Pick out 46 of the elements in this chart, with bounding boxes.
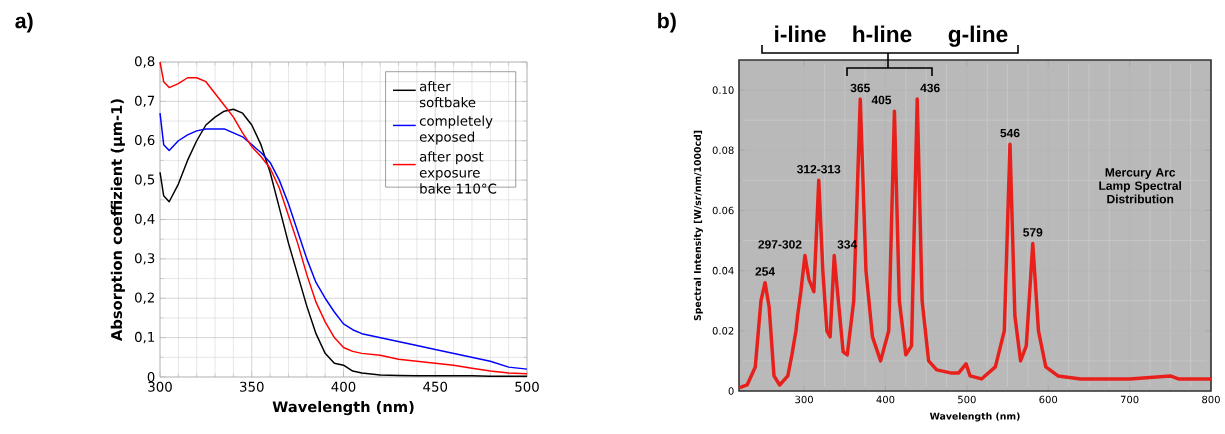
line-series — [737, 97, 1213, 390]
y-tick-label: 0.08 — [712, 146, 734, 155]
y-tick-label: 0.04 — [712, 266, 734, 275]
text: i-line — [775, 25, 826, 43]
y-tick-label: 0.02 — [712, 327, 734, 335]
y-tick-label: 0,2 — [134, 292, 154, 304]
annotation: 436 — [920, 83, 940, 93]
x-tick-label: 800 — [1202, 395, 1220, 404]
x-axis-title: Wavelength (nm) — [929, 412, 1020, 422]
x-tick-label: 300 — [148, 381, 172, 392]
x-tick-label: 450 — [423, 381, 448, 392]
y-tick-label: 0,1 — [134, 331, 155, 344]
x-tick-label: 500 — [958, 395, 976, 404]
y-tick-label: 0.10 — [712, 86, 734, 94]
x-tick-label: 400 — [331, 381, 356, 392]
y-tick-label: 0,6 — [134, 135, 155, 147]
x-tick-label: 350 — [240, 381, 264, 392]
annotation: 546 — [1000, 128, 1020, 138]
y-tick-label: 0,8 — [134, 56, 155, 68]
x-tick-label: 500 — [515, 381, 539, 392]
annotation: Mercury Arc Lamp Spectral Distribution — [1099, 168, 1182, 204]
y-tick-label: 0,3 — [134, 253, 155, 265]
legend-label: after post exposure bake 110°C — [419, 151, 497, 194]
annotation: 254 — [755, 267, 775, 276]
chart-title: a) — [15, 12, 33, 33]
x-tick-label: 400 — [876, 395, 895, 404]
annotation: 405 — [871, 95, 892, 105]
x-tick-label: 600 — [1039, 395, 1058, 404]
annotation: 365 — [850, 83, 870, 93]
y-tick-label: 0,4 — [134, 213, 155, 226]
text: h-line — [853, 25, 912, 43]
y-tick-label: 0 — [728, 387, 734, 395]
chart-title: b) — [658, 12, 676, 33]
text: g-line — [948, 25, 1008, 47]
y-axis-title: Spectral Intensity [W/sr/nm/1000cd] — [693, 130, 703, 321]
annotation: 297-302 — [758, 240, 802, 249]
y-tick-label: 0 — [147, 371, 155, 383]
annotation: 312-313 — [797, 164, 841, 174]
x-axis-title: Wavelength (nm) — [272, 400, 414, 416]
y-tick-label: 0,7 — [134, 95, 155, 108]
y-axis-title: Absorption coeffizient (µm-1) — [110, 99, 125, 341]
annotation: 579 — [1023, 228, 1043, 237]
y-tick-label: 0.06 — [712, 206, 734, 215]
x-tick-label: 700 — [1120, 395, 1139, 404]
x-tick-label: 300 — [795, 395, 813, 404]
y-tick-label: 0,5 — [134, 174, 155, 186]
